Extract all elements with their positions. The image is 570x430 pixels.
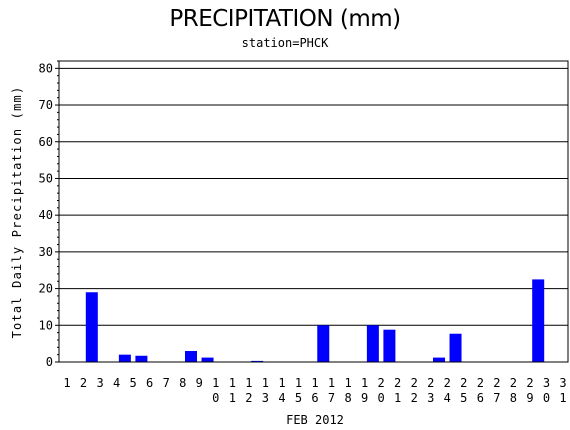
y-tick-label: 70 xyxy=(39,98,53,112)
x-tick-label: 6 xyxy=(146,376,153,390)
grid-lines xyxy=(59,67,568,326)
bar-day-16 xyxy=(317,325,330,362)
y-tick-label: 0 xyxy=(46,355,53,369)
y-tick-label: 40 xyxy=(39,208,53,222)
y-tick-label: 50 xyxy=(39,171,53,185)
bar-day-24 xyxy=(449,333,462,362)
y-axis-ticks: 0 10 20 30 40 50 60 70 80 xyxy=(39,60,59,369)
bar-day-9 xyxy=(201,357,214,362)
x-tick-label: 2 xyxy=(80,376,87,390)
bar-day-23 xyxy=(433,357,445,362)
x-tick-label: 7 xyxy=(163,376,170,390)
bar-day-19 xyxy=(366,325,379,362)
bar-day-5 xyxy=(135,355,148,362)
x-tick-label: 3 xyxy=(96,376,103,390)
y-tick-label: 80 xyxy=(39,61,53,75)
bar-day-2 xyxy=(85,292,98,362)
chart-title: PRECIPITATION (mm) xyxy=(169,6,401,32)
bar-day-8 xyxy=(185,350,197,362)
chart-subtitle: station=PHCK xyxy=(241,36,329,50)
x-tick-label: 5 xyxy=(130,376,137,390)
bars xyxy=(85,279,545,362)
bar-day-4 xyxy=(118,354,131,362)
x-tick-label: 9 xyxy=(196,376,203,390)
plot-frame xyxy=(58,60,569,363)
x-axis-label: FEB 2012 xyxy=(286,413,344,427)
x-tick-label: 4 xyxy=(113,376,120,390)
x-axis-ticks: 1 2 3 4 5 6 7 8 9 1 01 11 21 31 41 51 61 71 81 92 02 12 22 32 42… xyxy=(63,376,566,405)
x-tick-label: 1 xyxy=(63,376,70,390)
y-tick-label: 20 xyxy=(39,282,53,296)
bar-day-12 xyxy=(251,360,264,362)
y-tick-label: 60 xyxy=(39,135,53,149)
x-tick-label: 8 xyxy=(179,376,186,390)
y-tick-label: 10 xyxy=(39,318,53,332)
y-tick-label: 30 xyxy=(39,245,53,259)
bar-day-29 xyxy=(532,279,545,362)
bar-day-20 xyxy=(383,329,396,362)
y-axis-label: Total Daily Precipitation (mm) xyxy=(10,86,24,339)
